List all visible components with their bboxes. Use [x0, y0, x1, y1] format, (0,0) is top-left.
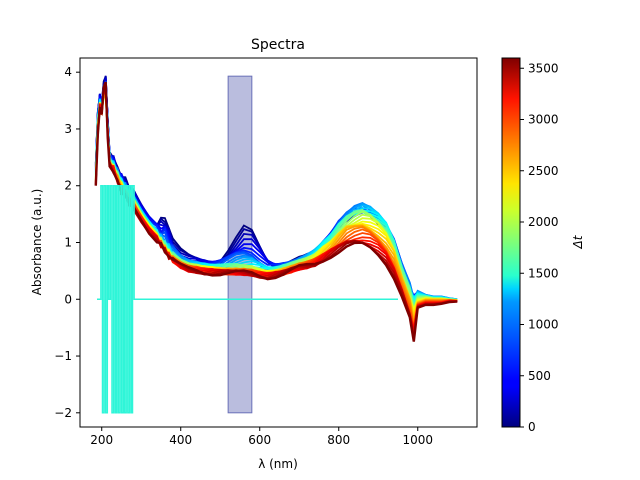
- y-tick-label: −1: [54, 349, 72, 363]
- x-tick-label: 600: [248, 433, 271, 447]
- colorbar-tick-label: 500: [528, 369, 551, 383]
- y-axis-ticks: −2 −1 0 1 2 3 4: [54, 65, 80, 420]
- colorbar-tick-label: 3500: [528, 61, 559, 75]
- colorbar-gradient: [501, 57, 521, 428]
- spectra-layer: [94, 75, 458, 342]
- colorbar-tick-label: 2500: [528, 164, 559, 178]
- colorbar-tick-label: 2000: [528, 215, 559, 229]
- chart-title: Spectra: [251, 37, 305, 53]
- y-tick-label: −2: [54, 406, 72, 420]
- colorbar-tick-label: 0: [528, 420, 536, 434]
- axes-frame: [79, 57, 478, 428]
- y-tick-label: 0: [64, 292, 72, 306]
- x-tick-label: 1000: [402, 433, 433, 447]
- spectrum-line: [94, 81, 458, 342]
- colorbar-ticks: 0 500 1000 1500 2000 2500 3000 3500: [520, 61, 559, 434]
- x-axis-ticks: 200 400 600 800 1000: [90, 427, 433, 447]
- y-tick-label: 4: [64, 65, 72, 79]
- x-tick-label: 200: [90, 433, 113, 447]
- x-tick-label: 800: [327, 433, 350, 447]
- x-axis-label: λ (nm): [258, 457, 298, 471]
- colorbar-tick-label: 1500: [528, 266, 559, 280]
- colorbar-tick-label: 3000: [528, 113, 559, 127]
- y-tick-label: 1: [64, 236, 72, 250]
- colorbar-label: Δt: [571, 234, 585, 249]
- plot-area: [94, 75, 458, 414]
- x-tick-label: 400: [169, 433, 192, 447]
- y-tick-label: 3: [64, 122, 72, 136]
- colorbar-tick-label: 1000: [528, 318, 559, 332]
- colorbar: 0 500 1000 1500 2000 2500 3000 3500 Δt: [501, 57, 585, 434]
- y-axis-label: Absorbance (a.u.): [30, 189, 44, 296]
- artifact-series: [97, 184, 398, 414]
- y-tick-label: 2: [64, 179, 72, 193]
